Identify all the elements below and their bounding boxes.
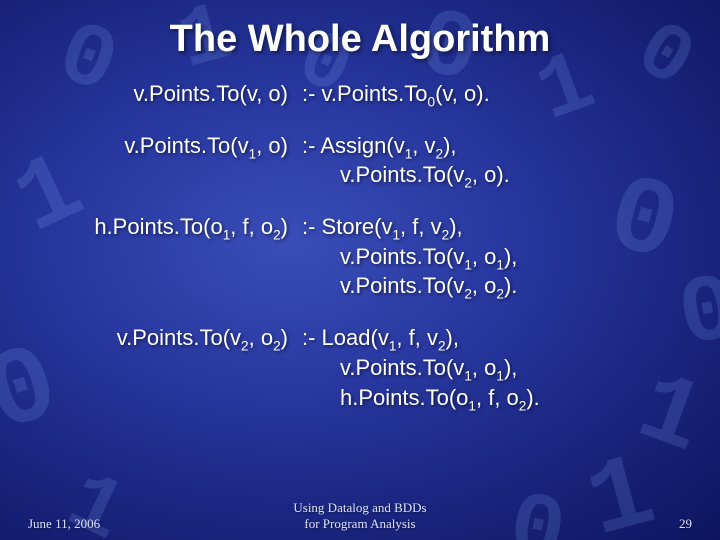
- footer-line1: Using Datalog and BDDs: [293, 500, 426, 515]
- rule-head-1: v.Points.To(v1, o): [48, 131, 288, 190]
- slide-footer: June 11, 2006 Using Datalog and BDDs for…: [0, 500, 720, 532]
- slide: The Whole Algorithm v.Points.To(v, o) :- …: [0, 0, 720, 540]
- slide-title: The Whole Algorithm: [40, 18, 680, 61]
- rule-body-3: :- Load(v1, f, v2),v.Points.To(v1, o1),h…: [302, 323, 672, 412]
- rule-head-2: h.Points.To(o1, f, o2): [48, 212, 288, 301]
- rule-head-0: v.Points.To(v, o): [48, 79, 288, 109]
- rule-head-3: v.Points.To(v2, o2): [48, 323, 288, 412]
- rule-body-2: :- Store(v1, f, v2),v.Points.To(v1, o1),…: [302, 212, 672, 301]
- rule-body-1: :- Assign(v1, v2),v.Points.To(v2, o).: [302, 131, 672, 190]
- footer-date: June 11, 2006: [28, 516, 138, 532]
- footer-line2: for Program Analysis: [304, 516, 415, 531]
- footer-subtitle: Using Datalog and BDDs for Program Analy…: [138, 500, 582, 532]
- rule-body-0: :- v.Points.To0(v, o).: [302, 79, 672, 109]
- datalog-rules: v.Points.To(v, o) :- v.Points.To0(v, o). v…: [40, 79, 680, 412]
- footer-page-number: 29: [582, 516, 692, 532]
